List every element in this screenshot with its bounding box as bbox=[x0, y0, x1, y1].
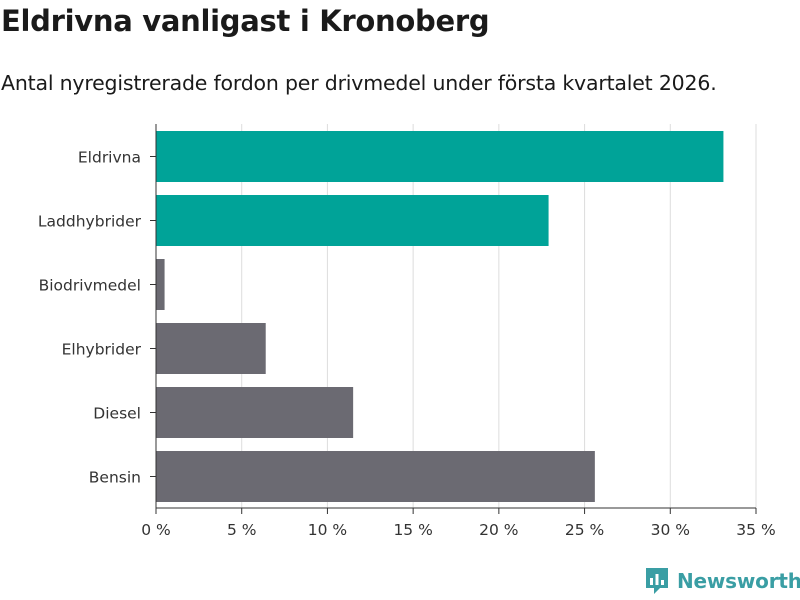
x-tick-label: 30 % bbox=[651, 521, 690, 539]
x-tick-label: 5 % bbox=[227, 521, 257, 539]
bar-elhybrider bbox=[156, 323, 266, 374]
category-label: Eldrivna bbox=[78, 149, 141, 167]
chart-title: Eldrivna vanligast i Kronoberg bbox=[1, 4, 490, 38]
category-label: Laddhybrider bbox=[38, 213, 142, 231]
x-axis: 0 % 5 % 10 % 15 % 20 % 25 % 30 % 35 % bbox=[141, 124, 776, 539]
gridlines bbox=[241, 124, 757, 508]
x-tick-label: 0 % bbox=[141, 521, 171, 539]
bar-bensin bbox=[156, 451, 595, 502]
category-label: Diesel bbox=[93, 405, 141, 423]
category-label: Elhybrider bbox=[62, 341, 142, 359]
x-tick-label: 10 % bbox=[308, 521, 347, 539]
category-label: Bensin bbox=[89, 469, 141, 487]
category-labels: Eldrivna Laddhybrider Biodrivmedel Elhybrid… bbox=[38, 149, 142, 487]
x-tick-label: 15 % bbox=[393, 521, 432, 539]
bar-laddhybrider bbox=[156, 195, 549, 246]
bar-biodrivmedel bbox=[156, 259, 165, 310]
category-label: Biodrivmedel bbox=[39, 277, 141, 295]
bar-diesel bbox=[156, 387, 354, 438]
x-tick-label: 35 % bbox=[736, 521, 775, 539]
bar-eldrivna bbox=[156, 131, 724, 182]
x-tick-label: 25 % bbox=[565, 521, 604, 539]
newsworthy-logo: Newsworthy bbox=[644, 566, 800, 596]
chart-subtitle: Antal nyregistrerade fordon per drivmede… bbox=[1, 71, 717, 95]
brand-name: Newsworthy bbox=[677, 569, 800, 593]
newsworthy-logo-icon bbox=[646, 568, 668, 594]
bars bbox=[156, 131, 724, 502]
x-tick-label: 20 % bbox=[479, 521, 518, 539]
